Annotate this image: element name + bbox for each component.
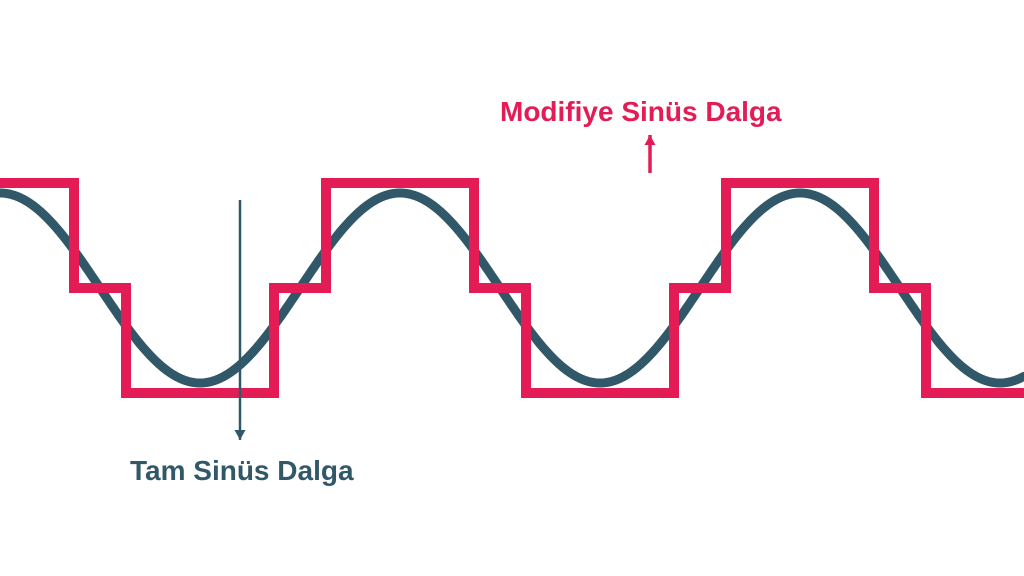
modified-label-arrow [645,135,656,173]
pure-label-arrow [235,200,246,440]
modified-sine-label: Modifiye Sinüs Dalga [500,96,782,128]
waveform-diagram [0,0,1024,576]
pure-sine-label: Tam Sinüs Dalga [130,455,354,487]
